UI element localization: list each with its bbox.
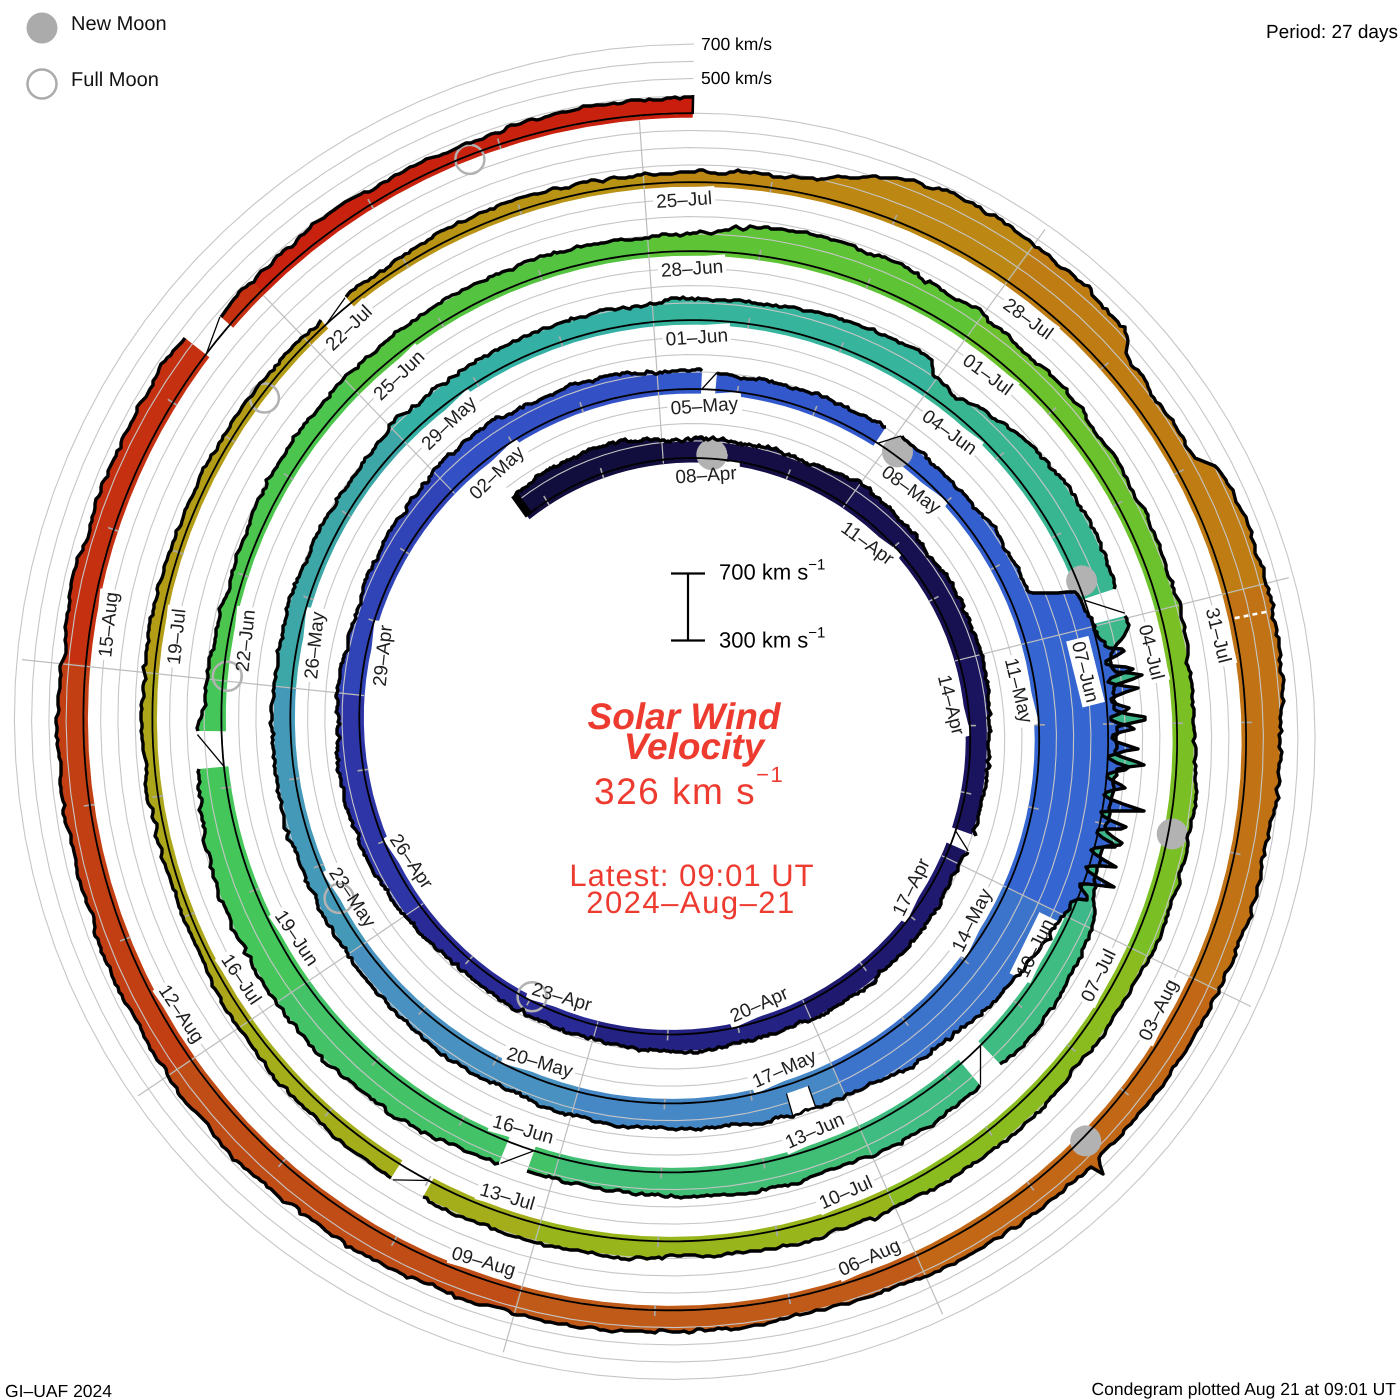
svg-text:New Moon: New Moon [71, 13, 167, 35]
svg-text:Condegram plotted Aug 21 at 09: Condegram plotted Aug 21 at 09:01 UT [1091, 1379, 1396, 1399]
svg-text:700 km s−1: 700 km s−1 [719, 557, 825, 585]
svg-text:GI–UAF 2024: GI–UAF 2024 [5, 1381, 112, 1400]
svg-text:326 km s−1: 326 km s−1 [594, 762, 784, 812]
svg-text:Latest: 09:01 UT: Latest: 09:01 UT [569, 858, 814, 893]
svg-text:28–Jun: 28–Jun [660, 257, 724, 282]
svg-text:Solar Wind: Solar Wind [588, 696, 782, 737]
svg-text:01–Jun: 01–Jun [665, 325, 729, 350]
svg-text:Period: 27 days: Period: 27 days [1266, 22, 1398, 43]
svg-text:25–Jul: 25–Jul [655, 188, 712, 213]
svg-text:Full Moon: Full Moon [71, 69, 159, 91]
svg-text:300 km s−1: 300 km s−1 [719, 625, 825, 653]
svg-text:700 km/s: 700 km/s [701, 34, 772, 54]
svg-text:Velocity: Velocity [624, 726, 767, 767]
svg-text:08–Apr: 08–Apr [675, 463, 738, 488]
svg-text:500 km/s: 500 km/s [701, 68, 772, 88]
svg-text:2024–Aug–21: 2024–Aug–21 [586, 885, 796, 920]
svg-text:05–May: 05–May [670, 394, 739, 420]
